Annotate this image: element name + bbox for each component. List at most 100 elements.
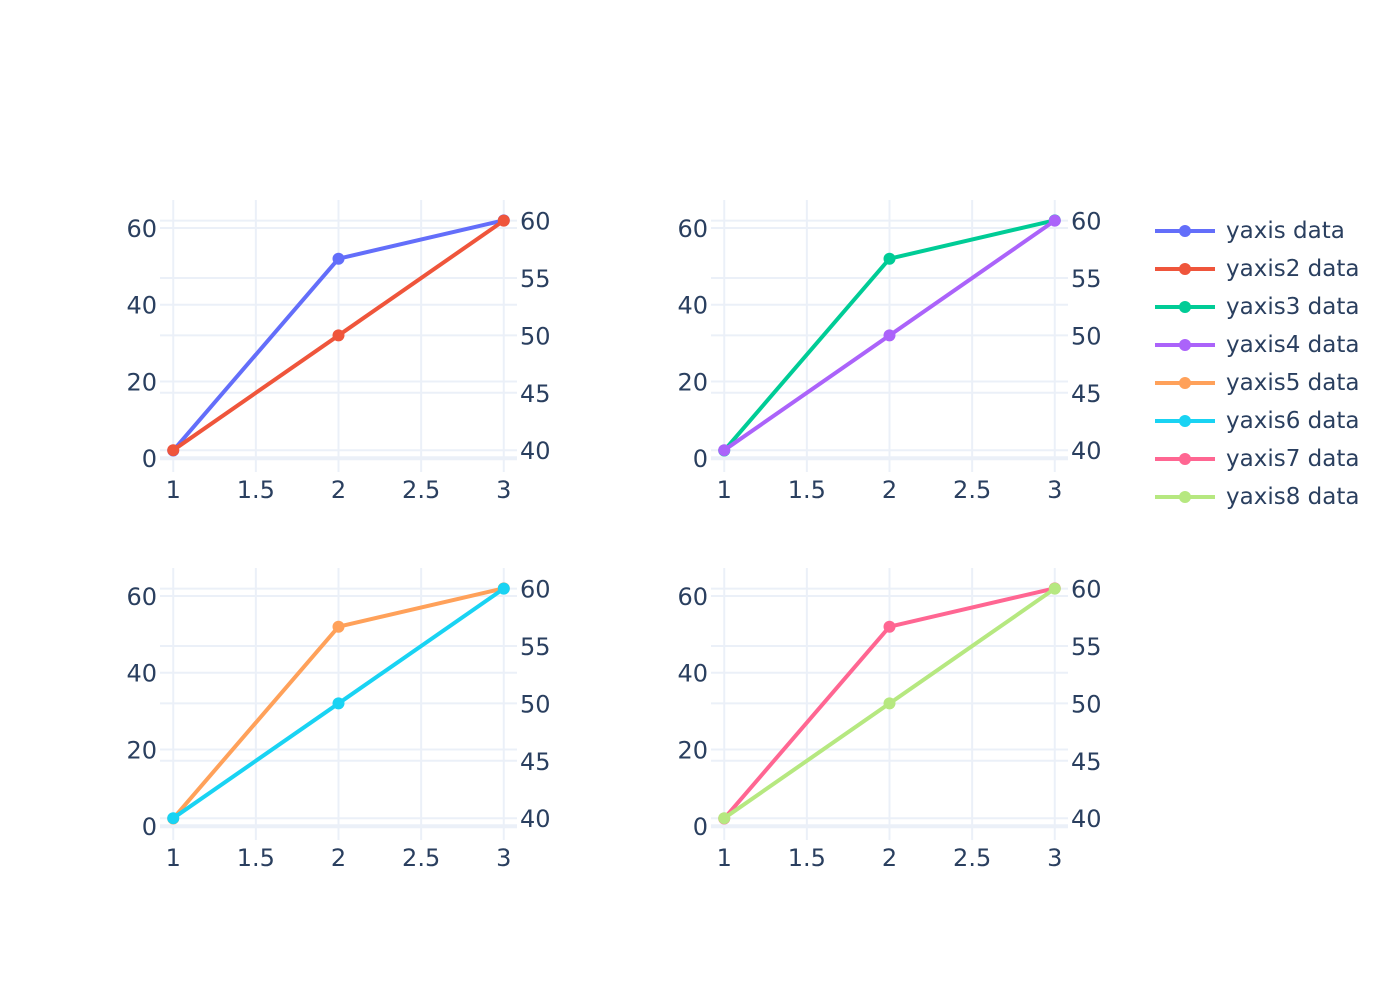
legend-line-marker-icon bbox=[1150, 449, 1220, 469]
y-tick-label: 0 bbox=[142, 813, 157, 841]
y-tick-label: 0 bbox=[693, 813, 708, 841]
legend-item-yaxis2[interactable]: yaxis2 data bbox=[1150, 250, 1359, 288]
y2-tick-label: 60 bbox=[1071, 208, 1102, 236]
y-tick-label: 40 bbox=[126, 660, 157, 688]
data-point-marker[interactable] bbox=[883, 620, 896, 633]
legend-item-yaxis4[interactable]: yaxis4 data bbox=[1150, 326, 1359, 364]
x-tick-label: 2 bbox=[882, 476, 897, 504]
x-tick-label: 1 bbox=[166, 844, 181, 872]
legend-label: yaxis5 data bbox=[1226, 370, 1360, 396]
subplot-top-right: 1 1.5 2 2.5 3 40 45 50 55 60 0 20 40 60 bbox=[677, 200, 1102, 504]
subplot-bottom-left: 1 1.5 2 2.5 3 40 45 50 55 60 0 20 40 60 bbox=[126, 568, 551, 872]
y-tick-label: 60 bbox=[677, 215, 708, 243]
y-tick-label: 40 bbox=[677, 292, 708, 320]
x-tick-label: 3 bbox=[1047, 844, 1062, 872]
y2-tick-label: 60 bbox=[1071, 576, 1102, 604]
legend-item-yaxis7[interactable]: yaxis7 data bbox=[1150, 440, 1359, 478]
y2-tick-label: 55 bbox=[520, 633, 551, 661]
subplot-top-left: 1 1.5 2 2.5 3 40 45 50 55 60 0 20 40 60 bbox=[126, 200, 551, 504]
data-point-marker[interactable] bbox=[718, 812, 731, 825]
x-tick-label: 3 bbox=[496, 476, 511, 504]
legend-label: yaxis6 data bbox=[1226, 408, 1360, 434]
y2-tick-label: 45 bbox=[1071, 380, 1102, 408]
y-tick-label: 40 bbox=[126, 292, 157, 320]
y2-tick-label: 55 bbox=[1071, 265, 1102, 293]
y2-tick-label: 40 bbox=[1071, 805, 1102, 833]
subplot-bottom-right: 1 1.5 2 2.5 3 40 45 50 55 60 0 20 40 60 bbox=[677, 568, 1102, 872]
y2-tick-label: 50 bbox=[1071, 690, 1102, 718]
legend-item-yaxis8[interactable]: yaxis8 data bbox=[1150, 478, 1359, 516]
y-tick-label: 20 bbox=[126, 368, 157, 396]
data-point-marker[interactable] bbox=[497, 582, 510, 595]
legend-item-yaxis5[interactable]: yaxis5 data bbox=[1150, 364, 1359, 402]
x-tick-label: 1 bbox=[717, 476, 732, 504]
y-tick-label: 20 bbox=[126, 736, 157, 764]
legend-label: yaxis7 data bbox=[1226, 446, 1360, 472]
y2-tick-label: 55 bbox=[1071, 633, 1102, 661]
y2-tick-label: 50 bbox=[520, 690, 551, 718]
x-tick-label: 3 bbox=[1047, 476, 1062, 504]
y2-tick-label: 45 bbox=[1071, 748, 1102, 776]
legend-line-marker-icon bbox=[1150, 335, 1220, 355]
data-point-marker[interactable] bbox=[1048, 582, 1061, 595]
y-tick-label: 40 bbox=[677, 660, 708, 688]
data-point-marker[interactable] bbox=[332, 620, 345, 633]
legend-item-yaxis[interactable]: yaxis data bbox=[1150, 212, 1359, 250]
legend-label: yaxis data bbox=[1226, 218, 1345, 244]
y-tick-label: 20 bbox=[677, 736, 708, 764]
legend-line-marker-icon bbox=[1150, 487, 1220, 507]
y2-tick-label: 45 bbox=[520, 380, 551, 408]
x-tick-label: 1 bbox=[717, 844, 732, 872]
x-tick-label: 1.5 bbox=[237, 476, 275, 504]
x-tick-label: 2 bbox=[331, 476, 346, 504]
y-tick-label: 60 bbox=[126, 215, 157, 243]
legend-item-yaxis6[interactable]: yaxis6 data bbox=[1150, 402, 1359, 440]
x-tick-label: 1.5 bbox=[788, 476, 826, 504]
data-point-marker[interactable] bbox=[167, 812, 180, 825]
x-tick-label: 2.5 bbox=[953, 476, 991, 504]
legend-label: yaxis4 data bbox=[1226, 332, 1360, 358]
x-tick-label: 2.5 bbox=[402, 844, 440, 872]
y2-tick-label: 40 bbox=[520, 805, 551, 833]
y2-tick-label: 40 bbox=[1071, 437, 1102, 465]
y2-tick-label: 60 bbox=[520, 208, 551, 236]
x-tick-label: 1 bbox=[166, 476, 181, 504]
data-point-marker[interactable] bbox=[718, 444, 731, 457]
data-point-marker[interactable] bbox=[497, 214, 510, 227]
x-tick-label: 1.5 bbox=[237, 844, 275, 872]
x-tick-label: 2.5 bbox=[953, 844, 991, 872]
x-tick-label: 2 bbox=[882, 844, 897, 872]
y2-tick-label: 50 bbox=[520, 322, 551, 350]
legend-line-marker-icon bbox=[1150, 259, 1220, 279]
legend-line-marker-icon bbox=[1150, 221, 1220, 241]
y2-tick-label: 40 bbox=[520, 437, 551, 465]
y-tick-label: 20 bbox=[677, 368, 708, 396]
data-point-marker[interactable] bbox=[883, 252, 896, 265]
data-point-marker[interactable] bbox=[167, 444, 180, 457]
data-point-marker[interactable] bbox=[332, 697, 345, 710]
y2-tick-label: 45 bbox=[520, 748, 551, 776]
legend-label: yaxis2 data bbox=[1226, 256, 1360, 282]
legend: yaxis data yaxis2 data yaxis3 data yaxis… bbox=[1150, 212, 1359, 516]
legend-line-marker-icon bbox=[1150, 411, 1220, 431]
y-tick-label: 60 bbox=[677, 583, 708, 611]
legend-line-marker-icon bbox=[1150, 297, 1220, 317]
x-tick-label: 1.5 bbox=[788, 844, 826, 872]
y-tick-label: 0 bbox=[693, 445, 708, 473]
legend-label: yaxis3 data bbox=[1226, 294, 1360, 320]
y-tick-label: 0 bbox=[142, 445, 157, 473]
y2-tick-label: 60 bbox=[520, 576, 551, 604]
data-point-marker[interactable] bbox=[883, 329, 896, 342]
legend-item-yaxis3[interactable]: yaxis3 data bbox=[1150, 288, 1359, 326]
data-point-marker[interactable] bbox=[883, 697, 896, 710]
legend-label: yaxis8 data bbox=[1226, 484, 1360, 510]
data-point-marker[interactable] bbox=[332, 252, 345, 265]
y-tick-label: 60 bbox=[126, 583, 157, 611]
data-point-marker[interactable] bbox=[332, 329, 345, 342]
y2-tick-label: 55 bbox=[520, 265, 551, 293]
x-tick-label: 2.5 bbox=[402, 476, 440, 504]
x-tick-label: 2 bbox=[331, 844, 346, 872]
data-point-marker[interactable] bbox=[1048, 214, 1061, 227]
